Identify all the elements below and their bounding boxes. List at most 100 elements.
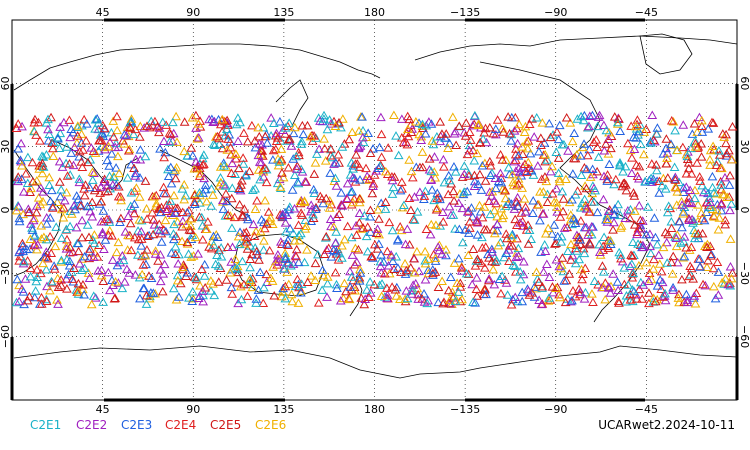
occultation-marker xyxy=(29,118,40,127)
occultation-marker xyxy=(189,199,200,209)
occultation-marker xyxy=(548,287,558,297)
occultation-marker xyxy=(476,185,487,194)
occultation-marker xyxy=(230,263,241,272)
occultation-marker xyxy=(668,251,679,261)
occultation-marker xyxy=(525,148,536,158)
occultation-marker xyxy=(713,225,724,234)
occultation-marker xyxy=(47,143,58,153)
occultation-marker xyxy=(650,232,661,242)
occultation-marker xyxy=(185,225,196,235)
occultation-marker xyxy=(291,151,302,161)
frame-bars xyxy=(10,18,739,402)
occultation-marker xyxy=(161,188,171,198)
occultation-marker xyxy=(717,129,728,138)
occultation-marker xyxy=(357,112,367,121)
occultation-marker xyxy=(82,201,93,211)
occultation-marker xyxy=(311,202,321,212)
occultation-marker xyxy=(130,171,141,180)
occultation-marker xyxy=(646,159,657,168)
occultation-marker xyxy=(135,145,146,154)
occultation-marker xyxy=(241,237,252,246)
occultation-marker xyxy=(215,172,226,182)
occultation-marker xyxy=(520,166,531,176)
occultation-marker xyxy=(283,235,293,244)
occultation-marker xyxy=(509,126,520,135)
occultation-marker xyxy=(376,152,387,161)
occultation-marker xyxy=(400,258,410,268)
occultation-marker xyxy=(527,288,537,297)
occultation-marker xyxy=(523,285,534,295)
occultation-marker xyxy=(144,122,155,132)
occultation-marker xyxy=(470,110,480,120)
occultation-marker xyxy=(714,145,724,155)
occultation-marker xyxy=(726,199,737,208)
occultation-marker xyxy=(471,284,482,293)
occultation-marker xyxy=(161,120,171,129)
occultation-marker xyxy=(62,171,73,180)
occultation-marker xyxy=(45,285,55,295)
occultation-marker xyxy=(208,240,219,249)
occultation-marker xyxy=(35,136,45,145)
occultation-marker xyxy=(193,119,204,128)
occultation-marker xyxy=(18,187,29,196)
occultation-marker xyxy=(490,257,500,266)
occultation-marker xyxy=(107,255,118,264)
occultation-marker xyxy=(158,182,169,192)
occultation-marker xyxy=(242,232,252,241)
occultation-marker xyxy=(120,227,131,236)
occultation-marker xyxy=(723,279,734,289)
occultation-marker xyxy=(627,285,638,294)
occultation-marker xyxy=(676,238,686,247)
occultation-marker xyxy=(325,214,336,223)
occultation-marker xyxy=(295,287,306,297)
occultation-marker xyxy=(345,266,355,276)
occultation-marker xyxy=(682,154,693,164)
occultation-marker xyxy=(657,277,668,287)
occultation-marker xyxy=(302,245,312,254)
occultation-marker xyxy=(322,292,332,301)
occultation-marker xyxy=(365,212,375,221)
occultation-marker xyxy=(105,285,115,295)
occultation-marker xyxy=(387,225,398,235)
occultation-marker xyxy=(684,193,694,202)
right-lat-label: 60 xyxy=(738,76,750,90)
occultation-marker xyxy=(261,269,272,279)
occultation-marker xyxy=(610,174,621,184)
top-longitude-labels: 45 90 135 180 −135 −90 −45 xyxy=(96,6,658,19)
occultation-marker xyxy=(656,266,667,276)
occultation-marker xyxy=(140,250,151,260)
occultation-marker xyxy=(173,259,184,268)
occultation-marker xyxy=(561,112,572,122)
occultation-marker xyxy=(541,176,552,186)
occultation-marker xyxy=(264,245,275,255)
occultation-marker xyxy=(54,177,65,186)
occultation-marker xyxy=(425,229,436,239)
occultation-marker xyxy=(376,112,386,122)
occultation-marker xyxy=(90,124,100,133)
occultation-marker xyxy=(253,150,264,160)
occultation-marker xyxy=(59,117,69,127)
occultation-marker xyxy=(111,138,121,148)
occultation-marker xyxy=(213,261,224,270)
occultation-marker xyxy=(54,156,65,166)
occultation-marker xyxy=(217,114,228,124)
occultation-marker xyxy=(76,157,87,166)
occultation-marker xyxy=(377,279,387,288)
occultation-marker xyxy=(584,207,595,216)
occultation-marker xyxy=(583,230,593,239)
occultation-marker xyxy=(406,286,417,295)
occultation-marker xyxy=(258,122,269,132)
occultation-marker xyxy=(324,203,335,212)
occultation-marker xyxy=(177,207,188,217)
occultation-marker xyxy=(46,248,57,258)
occultation-marker xyxy=(218,179,229,189)
occultation-marker xyxy=(549,220,560,229)
occultation-marker xyxy=(189,272,200,281)
occultation-marker xyxy=(657,180,667,190)
occultation-marker xyxy=(543,296,554,305)
occultation-marker xyxy=(708,281,719,291)
occultation-marker xyxy=(632,229,642,239)
occultation-marker xyxy=(697,180,708,190)
occultation-marker xyxy=(172,217,183,226)
occultation-marker xyxy=(299,257,310,267)
